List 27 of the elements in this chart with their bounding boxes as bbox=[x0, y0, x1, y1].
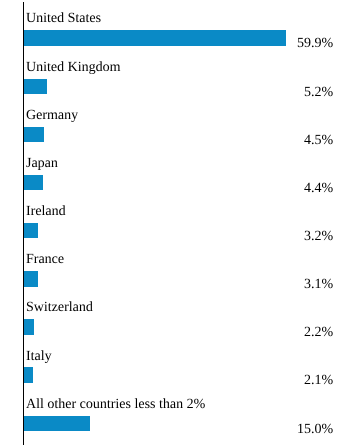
y-tick-label: France bbox=[26, 252, 64, 267]
y-tick-label: Switzerland bbox=[26, 300, 93, 315]
bar bbox=[24, 271, 38, 287]
y-tick-label: All other countries less than 2% bbox=[26, 397, 206, 412]
bar bbox=[24, 367, 33, 383]
data-label: 2.1% bbox=[304, 373, 334, 388]
data-label: 4.4% bbox=[304, 181, 334, 196]
bar bbox=[24, 127, 44, 142]
data-label: 2.2% bbox=[304, 325, 334, 340]
bar bbox=[24, 175, 43, 190]
data-label: 3.1% bbox=[304, 277, 334, 292]
y-tick-label: Italy bbox=[26, 349, 52, 364]
y-tick-label: Ireland bbox=[26, 204, 66, 219]
y-tick-label: Germany bbox=[26, 108, 78, 123]
bar bbox=[24, 416, 90, 431]
data-label: 59.9% bbox=[297, 36, 334, 51]
bar bbox=[24, 223, 38, 238]
bar bbox=[24, 319, 34, 335]
y-tick-label: United States bbox=[26, 11, 102, 26]
data-label: 15.0% bbox=[297, 422, 334, 437]
bar bbox=[24, 30, 286, 46]
y-tick-label: United Kingdom bbox=[26, 60, 121, 75]
y-tick-label: Japan bbox=[26, 156, 58, 171]
data-label: 5.2% bbox=[304, 85, 334, 100]
bar bbox=[24, 79, 47, 94]
data-label: 4.5% bbox=[304, 133, 334, 148]
data-label: 3.2% bbox=[304, 229, 334, 244]
